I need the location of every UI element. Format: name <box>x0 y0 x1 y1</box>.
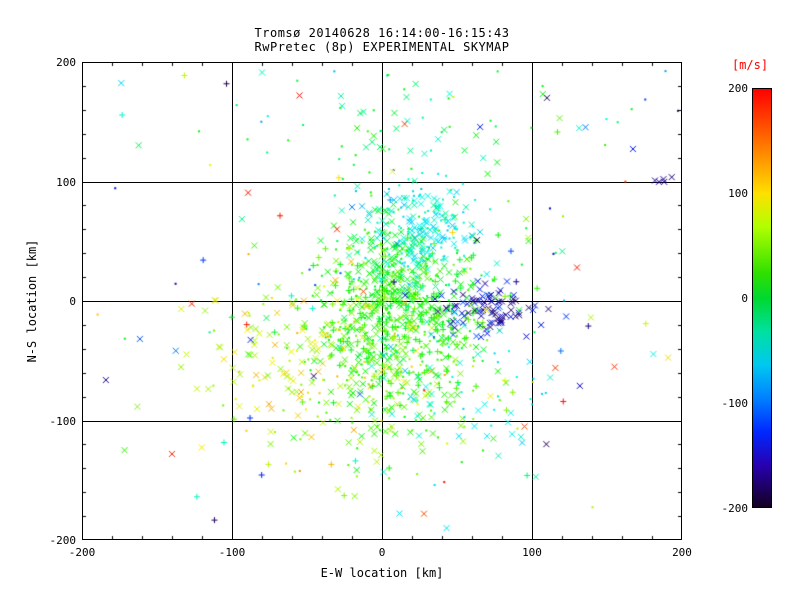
y-tick-label: -100 <box>49 414 77 428</box>
colorbar-units-label: [m/s] <box>731 58 769 72</box>
y-tick-label: 100 <box>56 175 76 189</box>
y-tick-label: -200 <box>49 534 77 547</box>
title-line-1: Tromsø 20140628 16:14:00-16:15:43 <box>254 26 510 40</box>
scatter-canvas <box>82 62 682 540</box>
x-tick-label: 100 <box>522 546 542 559</box>
x-tick-label: -100 <box>218 546 246 559</box>
colorbar-tick-label: 200 <box>728 82 748 95</box>
colorbar-tick-label: -200 <box>721 502 749 515</box>
colorbar-tick-label: 0 <box>741 292 748 305</box>
x-axis-label: E-W location [km] <box>320 566 444 580</box>
colorbar-tick-label: 100 <box>728 187 748 200</box>
x-tick-label: 200 <box>672 546 692 559</box>
y-tick-label: 0 <box>69 295 76 308</box>
x-tick-label: 0 <box>378 546 386 559</box>
colorbar-tick-label: -100 <box>721 397 749 410</box>
colorbar-gradient <box>752 88 772 508</box>
title-line-2: RwPretec (8p) EXPERIMENTAL SKYMAP <box>254 40 510 54</box>
x-tick-label: -200 <box>68 546 96 559</box>
y-axis-label: N-S location [km] <box>25 239 39 363</box>
y-tick-label: 200 <box>56 56 76 69</box>
